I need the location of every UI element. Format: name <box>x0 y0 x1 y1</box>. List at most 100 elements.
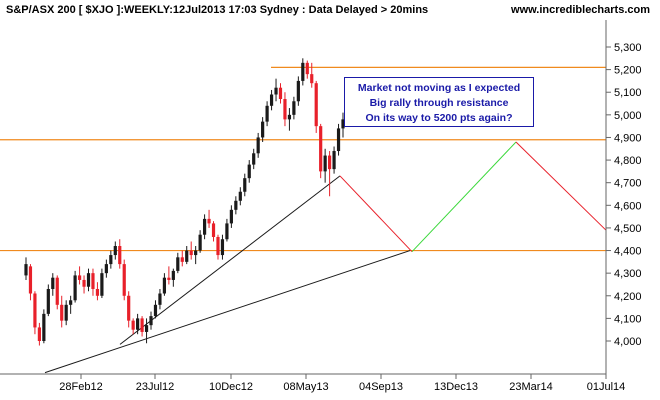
candle-body <box>265 105 269 122</box>
y-tick-label: 4,000 <box>614 336 642 348</box>
candle-body <box>113 246 117 256</box>
candle-body <box>104 264 108 274</box>
annotation-line-3: On its way to 5200 pts again? <box>365 112 513 124</box>
candle-body <box>95 288 100 296</box>
candle-body <box>33 293 37 328</box>
y-tick-label: 5,200 <box>614 65 642 77</box>
y-tick-label: 4,400 <box>614 246 642 258</box>
y-tick-label: 4,200 <box>614 291 642 303</box>
projection-down-2 <box>515 141 607 231</box>
candle-body <box>64 304 68 321</box>
candle-body <box>216 236 220 256</box>
candle-body <box>136 318 140 330</box>
candle-body <box>37 327 41 341</box>
y-tick-label: 4,500 <box>614 223 642 235</box>
candle-body <box>252 153 256 165</box>
candle-body <box>109 255 113 265</box>
candle-body <box>28 266 33 294</box>
candle-body <box>144 325 149 332</box>
candle-body <box>301 62 305 81</box>
candle-body <box>207 218 211 224</box>
x-tick-label: 10Dec12 <box>209 381 253 393</box>
site-url[interactable]: www.incrediblecharts.com <box>511 4 650 16</box>
candle-body <box>51 277 55 289</box>
candle-body <box>100 273 104 296</box>
candle-body <box>158 293 162 305</box>
candle-body <box>319 126 323 172</box>
candle-body <box>211 223 216 237</box>
candle-body <box>82 279 86 287</box>
candle-body <box>140 318 144 332</box>
candle-body <box>162 277 167 294</box>
candle-body <box>229 209 233 224</box>
projection-up <box>411 141 517 253</box>
candle-body <box>194 250 198 256</box>
candle-body <box>341 119 345 129</box>
candle-body <box>305 62 309 75</box>
candle-body <box>60 304 64 321</box>
x-tick-label: 08May13 <box>283 381 328 393</box>
candle-body <box>278 87 283 100</box>
y-tick-label: 5,000 <box>614 110 642 122</box>
candle-body <box>283 99 287 120</box>
candle-body <box>131 320 135 330</box>
y-tick-label: 4,600 <box>614 200 642 212</box>
trendlines <box>44 141 607 374</box>
annotation-box: Market not moving as I expected Big rall… <box>344 77 534 127</box>
annotation-line-2: Big rally through resistance <box>369 97 509 109</box>
candle-body <box>332 151 336 170</box>
candle-body <box>127 295 131 321</box>
x-axis: 28Feb12 23Jul12 10Dec12 08May13 04Sep13 13Dec… <box>0 373 626 393</box>
candle-body <box>55 277 59 305</box>
candle-body <box>180 257 184 262</box>
candle-body <box>269 94 274 106</box>
candle-body <box>292 101 296 115</box>
x-tick-label: 28Feb12 <box>59 381 102 393</box>
x-tick-label: 13Dec13 <box>434 381 478 393</box>
candle-body <box>69 300 73 305</box>
x-tick-label: 04Sep13 <box>359 381 403 393</box>
candle-body <box>149 316 153 326</box>
candle-body <box>225 223 229 240</box>
candle-body <box>167 277 171 280</box>
candle-body <box>73 275 77 301</box>
candle-body <box>24 264 28 276</box>
candle-body <box>176 257 180 271</box>
candle-body <box>118 246 122 265</box>
y-tick-label: 4,900 <box>614 132 642 144</box>
candle-body <box>261 121 265 138</box>
candle-body <box>42 313 46 341</box>
candle-body <box>247 164 251 179</box>
candle-body <box>91 273 95 289</box>
y-tick-label: 5,100 <box>614 87 642 99</box>
candle-body <box>323 155 327 172</box>
candle-body <box>185 250 189 262</box>
candle-body <box>153 304 158 317</box>
candle-body <box>310 74 314 84</box>
candle-body <box>171 270 175 280</box>
annotation-line-1: Market not moving as I expected <box>357 82 521 94</box>
projection-down <box>339 175 413 253</box>
trendline-long <box>44 250 411 374</box>
x-tick-label: 01Jul14 <box>587 381 626 393</box>
candle-body <box>287 114 292 120</box>
trendline-short <box>119 175 341 345</box>
candle-body <box>234 200 238 210</box>
x-tick-label: 23Mar14 <box>509 381 552 393</box>
candle-body <box>243 178 247 192</box>
y-tick-label: 4,100 <box>614 313 642 325</box>
candle-body <box>274 87 278 95</box>
candle-body <box>122 264 126 296</box>
candle-body <box>198 234 202 251</box>
y-tick-label: 4,800 <box>614 155 642 167</box>
candle-body <box>296 80 300 102</box>
grid <box>0 66 606 252</box>
candle-body <box>256 137 260 154</box>
chart-title: S&P/ASX 200 [ $XJO ]:WEEKLY:12Jul2013 17… <box>6 4 429 16</box>
candle-body <box>202 218 207 235</box>
candle-body <box>328 155 332 170</box>
candle-body <box>314 83 318 127</box>
candles <box>24 58 345 346</box>
